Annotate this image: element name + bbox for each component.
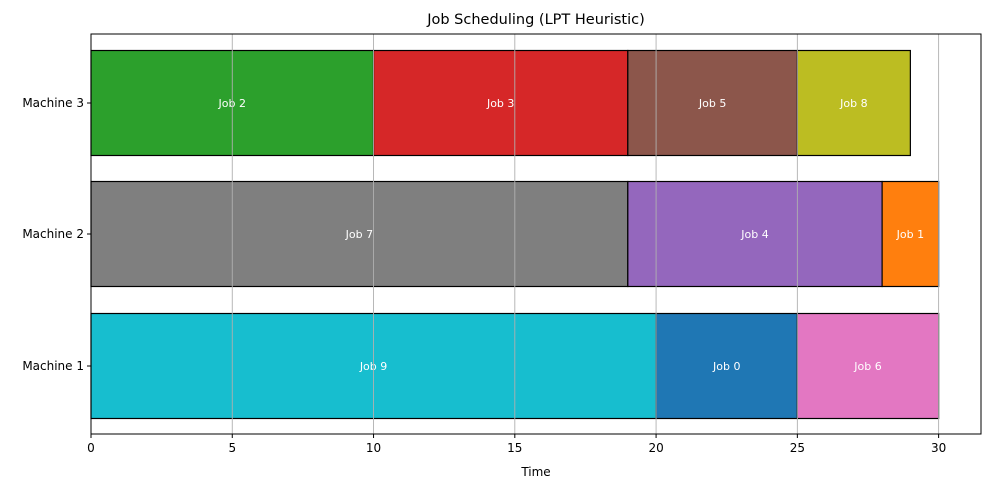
bar-label: Job 6 (853, 360, 881, 373)
bar-label: Job 7 (345, 228, 373, 241)
bar-label: Job 2 (218, 97, 246, 110)
x-tick-label: 0 (87, 441, 95, 455)
y-tick-label: Machine 2 (22, 227, 84, 241)
y-tick-label: Machine 3 (22, 96, 84, 110)
bar-job-3 (372, 49, 629, 157)
x-tick-label: 5 (228, 441, 236, 455)
x-tick-label: 15 (507, 441, 522, 455)
bar-label: Job 1 (896, 228, 924, 241)
x-tick-label: 20 (648, 441, 663, 455)
x-tick-label: 30 (931, 441, 946, 455)
x-tick-label: 10 (366, 441, 381, 455)
bar-job-8 (796, 49, 911, 157)
y-tick-label: Machine 1 (22, 359, 84, 373)
bar-job-7 (90, 180, 629, 288)
bar-job-6 (796, 312, 940, 420)
bar-label: Job 4 (740, 228, 768, 241)
bar-label: Job 3 (486, 97, 514, 110)
bar-job-4 (627, 180, 883, 288)
chart-title: Job Scheduling (LPT Heuristic) (426, 12, 645, 28)
bar-label: Job 5 (698, 97, 726, 110)
bar-label: Job 8 (839, 97, 867, 110)
bar-label: Job 9 (359, 360, 387, 373)
x-axis-label: Time (520, 465, 550, 479)
bar-job-0 (655, 312, 798, 420)
axes: 0 5 10 15 20 25 30 Machine 1 Machine 2 Machine 3 (22, 33, 982, 455)
x-tick-label: 25 (790, 441, 805, 455)
bar-label: Job 0 (712, 360, 740, 373)
